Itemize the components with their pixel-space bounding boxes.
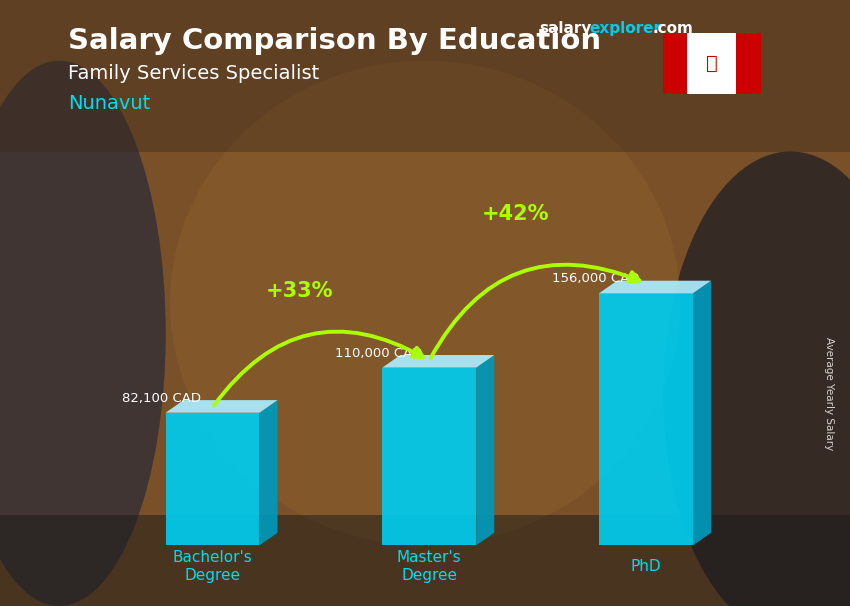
Ellipse shape (0, 61, 166, 606)
FancyArrowPatch shape (431, 265, 639, 358)
Polygon shape (736, 33, 761, 94)
Text: PhD: PhD (631, 559, 661, 574)
Polygon shape (599, 281, 711, 293)
Polygon shape (688, 33, 736, 94)
Text: .com: .com (653, 21, 694, 36)
Polygon shape (382, 355, 494, 368)
Text: Nunavut: Nunavut (68, 94, 150, 113)
Polygon shape (166, 400, 277, 413)
Polygon shape (259, 400, 277, 545)
Text: Master's
Degree: Master's Degree (397, 550, 462, 583)
Text: explorer: explorer (589, 21, 661, 36)
Text: +33%: +33% (265, 281, 333, 301)
Text: salary: salary (540, 21, 592, 36)
Ellipse shape (663, 152, 850, 606)
Polygon shape (599, 293, 693, 545)
Text: Family Services Specialist: Family Services Specialist (68, 64, 320, 82)
Polygon shape (663, 33, 688, 94)
Bar (0, 0, 850, 152)
Text: 156,000 CAD: 156,000 CAD (552, 273, 639, 285)
Text: 110,000 CAD: 110,000 CAD (335, 347, 422, 360)
Text: Bachelor's
Degree: Bachelor's Degree (173, 550, 252, 583)
FancyArrowPatch shape (214, 331, 423, 405)
Polygon shape (382, 368, 476, 545)
Polygon shape (476, 355, 494, 545)
Text: 🍁: 🍁 (706, 54, 717, 73)
Bar (0, 515, 850, 606)
Polygon shape (166, 413, 259, 545)
Ellipse shape (170, 61, 680, 545)
Text: +42%: +42% (482, 204, 550, 224)
Text: Average Yearly Salary: Average Yearly Salary (824, 338, 834, 450)
Text: 82,100 CAD: 82,100 CAD (122, 392, 201, 405)
Polygon shape (693, 281, 711, 545)
Text: Salary Comparison By Education: Salary Comparison By Education (68, 27, 601, 55)
